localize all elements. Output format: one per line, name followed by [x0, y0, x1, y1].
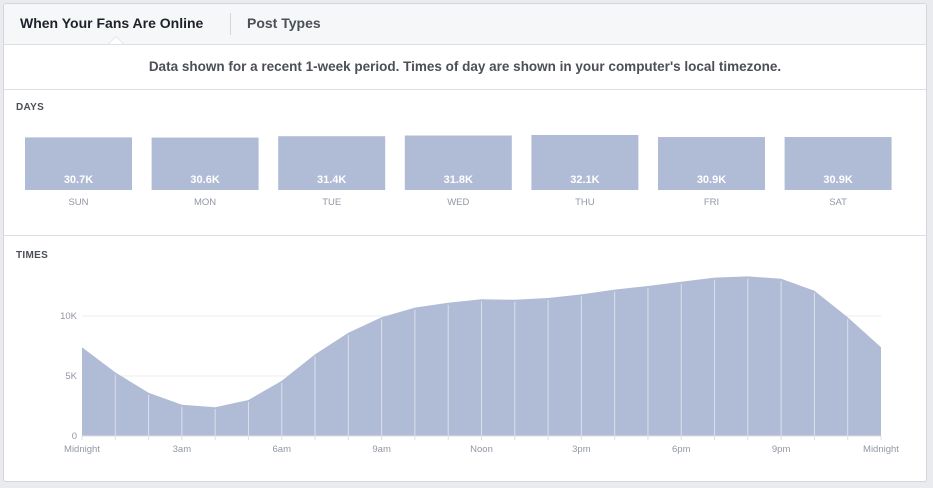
day-axis-label: FRI: [704, 197, 719, 208]
day-axis-label: TUE: [322, 197, 341, 208]
tab-post-types[interactable]: Post Types: [247, 15, 321, 31]
day-axis-label: SUN: [68, 197, 88, 208]
y-tick-label: 5K: [65, 371, 77, 382]
day-bar-value-label: 30.7K: [64, 174, 93, 186]
days-bar-chart: 30.7K SUN 30.6K MON 31.4K TUE 31.8K WED 32.1K THU…: [25, 135, 892, 208]
x-tick-label: Noon: [470, 444, 493, 455]
day-axis-label: WED: [447, 197, 469, 208]
x-tick-label: 9pm: [772, 444, 791, 455]
x-tick-label: 6pm: [672, 444, 691, 455]
day-bar-value-label: 32.1K: [570, 174, 599, 186]
x-tick-label: 3am: [173, 444, 192, 455]
tab-bar: When Your Fans Are Online Post Types: [4, 4, 926, 45]
day-bar-wed: [404, 135, 512, 190]
day-bar-tue: [278, 136, 386, 190]
timezone-notice: Data shown for a recent 1-week period. T…: [4, 45, 926, 90]
times-area-chart: 0 5K 10K Midnight 3am 6am 9am Noon 3pm 6pm 9pm Midn…: [60, 276, 899, 455]
day-axis-label: SAT: [829, 197, 847, 208]
day-axis-label: THU: [575, 197, 595, 208]
day-bar-fri: [658, 137, 765, 190]
x-tick-label: Midnight: [863, 444, 899, 455]
x-tick-label: 3pm: [572, 444, 591, 455]
section-separator: [4, 235, 926, 236]
day-bar-sun: [25, 137, 132, 190]
day-bar-value-label: 30.9K: [697, 174, 726, 186]
insights-panel: When Your Fans Are Online Post Types Dat…: [3, 3, 927, 482]
y-tick-label: 0: [72, 431, 77, 442]
y-tick-label: 10K: [60, 311, 78, 322]
day-axis-label: MON: [194, 197, 216, 208]
day-bar-value-label: 31.8K: [444, 174, 473, 186]
day-bar-sat: [784, 137, 892, 190]
day-bar-mon: [151, 137, 259, 190]
x-tick-label: Midnight: [64, 444, 100, 455]
day-bar-thu: [531, 135, 639, 190]
x-tick-label: 6am: [273, 444, 292, 455]
active-tab-caret: [109, 37, 123, 44]
x-tick-label: 9am: [372, 444, 391, 455]
days-section-label: DAYS: [16, 102, 45, 113]
day-bar-value-label: 31.4K: [317, 174, 346, 186]
day-bar-value-label: 30.9K: [823, 174, 852, 186]
tab-when-fans-online[interactable]: When Your Fans Are Online: [20, 15, 204, 31]
tab-divider: [230, 13, 231, 35]
times-section-label: TIMES: [16, 250, 49, 261]
day-bar-value-label: 30.6K: [190, 174, 219, 186]
